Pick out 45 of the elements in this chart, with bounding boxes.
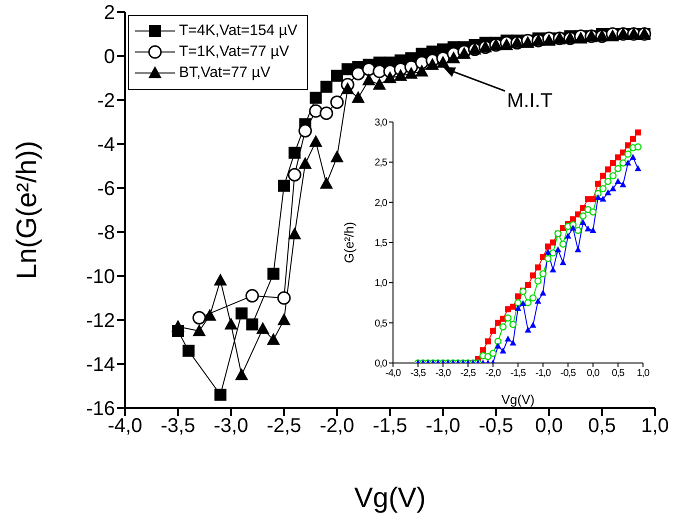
x-tick-label: -2,0 bbox=[485, 368, 502, 380]
y-tick-label: -8 bbox=[97, 222, 115, 244]
x-axis-title: Vg(V) bbox=[501, 392, 535, 407]
x-tick-label: -2,5 bbox=[266, 415, 302, 438]
y-tick-label: 2,0 bbox=[374, 198, 388, 209]
x-tick-label: -2,5 bbox=[460, 368, 477, 380]
legend-label: T=1K,Vat=77 µV bbox=[179, 43, 290, 60]
y-tick-label: 1,0 bbox=[374, 278, 388, 290]
y-tick-label: -4 bbox=[97, 134, 115, 156]
y-axis-title: Ln(G(e²/h)) bbox=[10, 140, 42, 280]
x-tick-label: 1,0 bbox=[636, 368, 650, 380]
y-tick-label: 0 bbox=[104, 46, 115, 68]
x-tick-label: -1,5 bbox=[510, 368, 527, 380]
x-tick-label: -0,5 bbox=[560, 368, 577, 380]
x-tick-label: 0,0 bbox=[535, 415, 563, 438]
x-tick-label: -1,5 bbox=[372, 415, 408, 438]
x-axis-title: Vg(V) bbox=[354, 482, 426, 513]
x-tick-label: 0,0 bbox=[586, 368, 600, 380]
y-tick-label: -6 bbox=[97, 178, 115, 200]
y-axis-title: G(e²/h) bbox=[342, 222, 357, 264]
x-tick-label: -4,0 bbox=[385, 368, 402, 380]
y-tick-label: -14 bbox=[86, 354, 115, 376]
x-tick-label: -2,0 bbox=[320, 415, 354, 438]
annotation: M.I.T bbox=[507, 90, 553, 112]
y-tick-label: 0,0 bbox=[374, 358, 388, 370]
y-tick-label: -2 bbox=[97, 90, 115, 112]
y-tick-label: 2,5 bbox=[374, 158, 388, 169]
x-tick-label: 0,5 bbox=[612, 368, 626, 380]
y-tick-label: 0,5 bbox=[374, 318, 388, 330]
legend-label: T=4K,Vat=154 µV bbox=[179, 22, 298, 39]
x-tick-label: 0,5 bbox=[588, 415, 616, 438]
y-tick-label: 2 bbox=[104, 2, 115, 24]
x-tick-label: -3,5 bbox=[410, 368, 427, 380]
x-tick-label: -0,5 bbox=[478, 415, 514, 438]
y-tick-label: 3,0 bbox=[374, 118, 388, 129]
x-tick-label: -3,0 bbox=[435, 368, 452, 380]
x-tick-label: -3,0 bbox=[214, 415, 248, 438]
y-tick-label: 1,5 bbox=[374, 238, 388, 250]
y-tick-label: -12 bbox=[86, 310, 115, 332]
x-tick-label: 1,0 bbox=[641, 415, 669, 438]
y-tick-label: -10 bbox=[86, 266, 115, 288]
x-tick-label: -1,0 bbox=[426, 415, 460, 438]
x-tick-label: -1,0 bbox=[535, 368, 552, 380]
legend-label: BT,Vat=77 µV bbox=[179, 64, 270, 81]
x-tick-label: -3,5 bbox=[160, 415, 196, 438]
